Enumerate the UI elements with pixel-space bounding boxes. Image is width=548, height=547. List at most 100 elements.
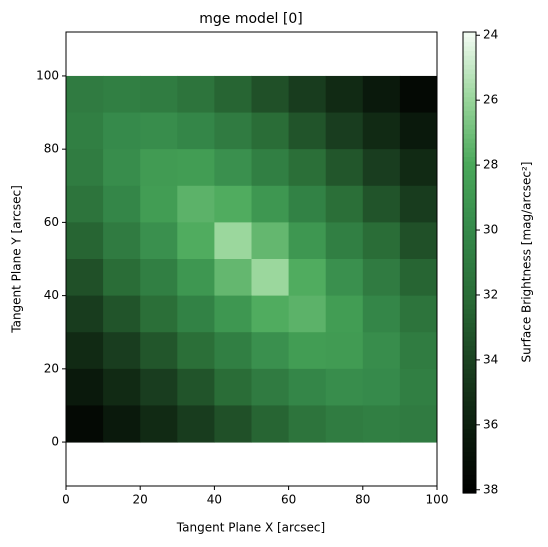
colorbar-segment (463, 230, 476, 236)
heatmap-cell (177, 295, 215, 333)
colorbar-segment (463, 456, 476, 462)
colorbar-segment (463, 446, 476, 453)
colorbar-segment (463, 197, 476, 204)
colorbar-segment (463, 290, 476, 296)
heatmap-cell (325, 149, 364, 187)
colorbar-segment (463, 174, 476, 181)
heatmap-cell (399, 332, 438, 370)
heatmap-cell (214, 405, 252, 443)
colorbar-segment (463, 170, 476, 176)
heatmap-cell (140, 222, 178, 260)
heatmap-cell (214, 149, 252, 187)
heatmap-cell (362, 149, 401, 187)
colorbar-segment (463, 253, 476, 259)
colorbar-segment (463, 294, 476, 300)
colorbar-segment (463, 340, 476, 347)
heatmap-cell (66, 149, 104, 187)
colorbar-segment (463, 96, 476, 102)
heatmap-cell (362, 259, 401, 297)
heatmap-cell (177, 75, 215, 114)
heatmap-cell (103, 149, 141, 187)
colorbar-segment (463, 313, 476, 319)
colorbar-segment (463, 433, 476, 439)
colorbar-segment (463, 248, 476, 254)
heatmap-cell (177, 112, 215, 150)
colorbar-segment (463, 55, 476, 61)
heatmap-cell (288, 405, 327, 443)
heatmap-cell (251, 295, 290, 333)
heatmap-cell (103, 185, 141, 223)
heatmap-cell (140, 332, 178, 370)
heatmap-cell (177, 259, 215, 297)
colorbar-segment (463, 193, 476, 199)
heatmap-cell (177, 332, 215, 370)
colorbar-segment (463, 142, 476, 148)
colorbar-segment (463, 350, 476, 356)
heatmap-cell (362, 222, 401, 260)
colorbar-segment (463, 469, 476, 476)
heatmap-cell (399, 259, 438, 297)
colorbar-segment (463, 138, 476, 144)
heatmap-cell (214, 222, 252, 260)
colorbar-segment (463, 234, 476, 241)
colorbar-segment (463, 156, 476, 162)
heatmap-cell (251, 185, 290, 223)
colorbar-segment (463, 479, 476, 485)
heatmap-cell (251, 332, 290, 370)
heatmap-cell (399, 149, 438, 187)
colorbar-segment (463, 87, 476, 93)
colorbar-segment (463, 386, 476, 393)
colorbar-segment (463, 105, 476, 111)
colorbar-tick-label: 32 (483, 287, 498, 301)
colorbar-segment (463, 45, 476, 52)
x-axis-label: Tangent Plane X [arcsec] (176, 521, 325, 535)
heatmap-cell (251, 75, 290, 114)
colorbar-segment (463, 488, 476, 494)
heatmap-cell (140, 149, 178, 187)
colorbar-tick-label: 26 (483, 93, 498, 107)
heatmap-cell (140, 295, 178, 333)
y-tick-label: 20 (44, 361, 59, 375)
colorbar-segment (463, 225, 476, 231)
heatmap-cell (214, 185, 252, 223)
heatmap-cell (362, 295, 401, 333)
colorbar-segment (463, 423, 476, 430)
colorbar-label: Surface Brightness [mag/arcsec²] (520, 162, 534, 363)
heatmap-cell (140, 185, 178, 223)
colorbar-segment (463, 68, 476, 75)
colorbar-segment (463, 442, 476, 448)
heatmap-cell (399, 222, 438, 260)
colorbar-segment (463, 299, 476, 305)
heatmap-cell (214, 295, 252, 333)
colorbar-segment (463, 327, 476, 333)
colorbar-segment (463, 119, 476, 125)
heatmap-cell (288, 295, 327, 333)
heatmap-cell (288, 112, 327, 150)
x-tick-label: 60 (281, 493, 296, 507)
heatmap-cell (362, 332, 401, 370)
heatmap-cell (325, 112, 364, 150)
x-tick-label: 20 (133, 493, 148, 507)
colorbar-segment (463, 239, 476, 245)
heatmap-cell (214, 332, 252, 370)
heatmap-cell (103, 112, 141, 150)
colorbar-segment (463, 483, 476, 489)
colorbar-segment (463, 382, 476, 388)
heatmap-cell (399, 75, 438, 114)
plot-frame (65, 31, 438, 487)
colorbar-segment (463, 396, 476, 402)
colorbar-segment (463, 82, 476, 88)
heatmap-cell (288, 149, 327, 187)
colorbar-tick-label: 38 (483, 482, 498, 496)
heatmap-cell (66, 259, 104, 297)
colorbar-segment (463, 59, 476, 65)
colorbar-segment (463, 202, 476, 208)
heatmap-cell (66, 112, 104, 150)
colorbar-segment (463, 405, 476, 411)
colorbar-segment (463, 207, 476, 213)
heatmap-cell (66, 405, 104, 443)
heatmap-cell (288, 75, 327, 114)
heatmap-cell (399, 185, 438, 223)
heatmap-cell (140, 112, 178, 150)
y-tick-label: 40 (44, 288, 59, 302)
